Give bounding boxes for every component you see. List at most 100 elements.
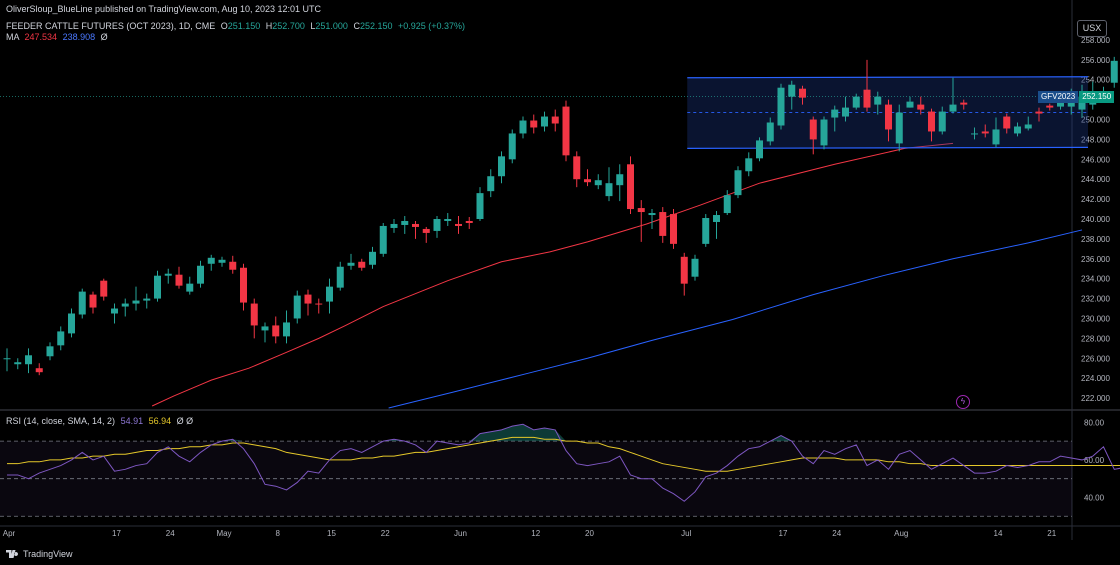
candle[interactable] [605,167,613,202]
candle[interactable] [874,91,882,115]
candle[interactable] [530,114,538,134]
candle[interactable] [637,200,645,242]
candle[interactable] [1003,113,1011,134]
candle[interactable] [713,211,720,239]
candle[interactable] [304,289,312,316]
candle[interactable] [1014,122,1021,137]
candle[interactable] [562,100,570,162]
candle[interactable] [272,316,280,344]
candle[interactable] [261,322,269,343]
candle[interactable] [455,216,462,234]
candle[interactable] [831,105,839,132]
candle[interactable] [57,326,65,351]
candle[interactable] [648,209,656,229]
candle[interactable] [852,93,860,110]
rsi-legend[interactable]: RSI (14, close, SMA, 14, 2) 54.91 56.94 … [6,416,193,426]
candle[interactable] [745,152,753,177]
candle[interactable] [1046,103,1054,111]
candle[interactable] [573,151,581,188]
candle[interactable] [960,99,968,110]
candle[interactable] [476,187,484,221]
candle[interactable] [971,127,978,140]
tradingview-logo[interactable]: TradingView [6,549,73,559]
candle[interactable] [842,96,849,122]
flash-icon[interactable]: ϟ [956,395,970,409]
candle[interactable] [197,260,204,288]
candle[interactable] [89,291,97,314]
candle[interactable] [1024,116,1032,131]
candle[interactable] [756,137,763,162]
candle[interactable] [885,99,892,142]
candle[interactable] [250,298,258,339]
candle[interactable] [498,151,505,184]
candle[interactable] [820,116,828,150]
candle[interactable] [895,104,903,152]
candle[interactable] [390,219,398,233]
candle[interactable] [68,308,75,338]
candle[interactable] [78,288,86,319]
candle[interactable] [336,261,344,291]
candle[interactable] [863,59,871,112]
candle[interactable] [723,190,731,216]
candle[interactable] [369,246,376,269]
candle[interactable] [487,169,495,198]
candle[interactable] [465,217,473,229]
candle[interactable] [734,166,742,199]
candle[interactable] [433,216,441,238]
candle[interactable] [35,363,43,376]
candle[interactable] [229,255,237,274]
candle[interactable] [293,290,301,324]
candle[interactable] [401,216,409,234]
candle[interactable] [186,276,194,295]
candle[interactable] [691,254,699,281]
candle[interactable] [616,164,624,202]
candle[interactable] [412,220,419,239]
candle[interactable] [283,310,290,344]
candle[interactable] [143,293,151,309]
candle[interactable] [508,129,516,164]
candle[interactable] [627,156,634,215]
candle[interactable] [121,298,129,317]
candle[interactable] [14,358,22,370]
candle[interactable] [347,253,355,270]
candle[interactable] [917,96,925,115]
candle[interactable] [326,278,333,314]
candle[interactable] [3,348,11,372]
candle[interactable] [519,116,527,139]
candle[interactable] [240,263,247,311]
candle[interactable] [766,117,774,146]
candle[interactable] [444,213,452,226]
candle[interactable] [584,169,591,187]
candle[interactable] [175,266,183,289]
candle[interactable] [154,270,161,302]
candle[interactable] [680,252,688,296]
channel-lower-line[interactable] [687,146,1089,149]
candle[interactable] [594,174,602,190]
channel-upper-line[interactable] [687,76,1089,79]
candle[interactable] [788,80,796,110]
candle[interactable] [928,108,935,142]
candle[interactable] [659,207,667,243]
candle[interactable] [100,278,108,301]
candle[interactable] [981,124,989,138]
candle[interactable] [906,96,914,108]
candle[interactable] [938,106,946,135]
candle[interactable] [379,222,387,257]
candle[interactable] [992,117,1000,148]
candle[interactable] [777,83,785,130]
candle[interactable] [218,256,226,267]
candle[interactable] [1110,56,1118,88]
candle[interactable] [46,342,54,361]
candle[interactable] [799,85,806,105]
candle[interactable] [315,298,323,314]
candle[interactable] [1035,107,1043,122]
candle[interactable] [949,77,957,114]
candle[interactable] [670,209,677,249]
candle[interactable] [541,111,548,132]
candle[interactable] [551,109,559,132]
candle[interactable] [358,258,366,271]
ma-legend[interactable]: MA 247.534 238.908 Ø [6,32,108,42]
candle[interactable] [207,254,215,271]
currency-button[interactable]: USX [1077,20,1107,37]
